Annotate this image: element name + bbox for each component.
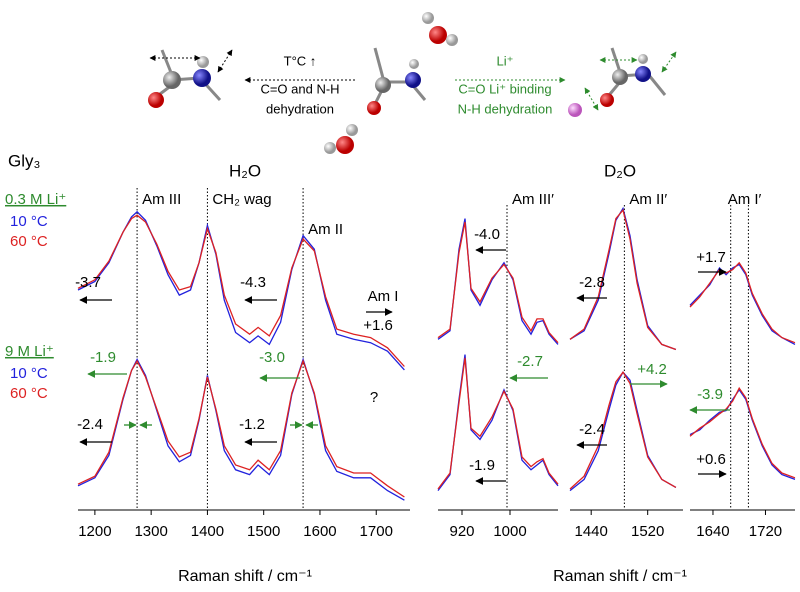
x-tick-label: 1640 xyxy=(696,523,729,540)
legend-group: 0.3 M Li⁺ xyxy=(5,191,66,208)
scheme-label: T°C ↑ xyxy=(284,53,317,68)
annotation: -1.2 xyxy=(239,416,265,433)
x-tick-label: 1500 xyxy=(247,523,280,540)
scheme-label: C=O and N-H xyxy=(260,81,339,96)
panel-title: D₂O xyxy=(604,161,636,180)
annotation: -3.7 xyxy=(75,274,101,291)
annotation: -1.9 xyxy=(90,349,116,366)
scheme-label: Li⁺ xyxy=(497,53,514,68)
x-tick-label: 1700 xyxy=(360,523,393,540)
x-tick-label: 920 xyxy=(449,523,474,540)
spectrum xyxy=(77,214,405,367)
spectrum xyxy=(437,357,559,490)
legend-entry: 60 °C xyxy=(10,233,48,250)
legend-entry: 10 °C xyxy=(10,365,48,382)
x-tick-label: 1400 xyxy=(191,523,224,540)
annotation: +1.7 xyxy=(696,249,726,266)
annotation: -2.4 xyxy=(77,416,103,433)
legend-group: 9 M Li⁺ xyxy=(5,343,54,360)
x-tick-label: 1520 xyxy=(631,523,664,540)
spectrum xyxy=(689,386,796,479)
molecule xyxy=(324,12,458,154)
annotation: -4.0 xyxy=(474,226,500,243)
annotation: -4.3 xyxy=(240,274,266,291)
x-tick-label: 1600 xyxy=(303,523,336,540)
peak-label: CH₂ wag xyxy=(212,191,271,208)
annotation: ? xyxy=(370,389,378,406)
spectrum xyxy=(689,388,796,481)
x-tick-label: 1300 xyxy=(134,523,167,540)
annotation: -2.8 xyxy=(579,274,605,291)
peak-label: Am II xyxy=(308,221,343,238)
annotation: +0.6 xyxy=(696,451,726,468)
scheme-label: N-H dehydration xyxy=(458,101,553,116)
figure-title: Gly₃ xyxy=(8,151,40,170)
x-axis-label: Raman shift / cm⁻¹ xyxy=(178,568,312,585)
x-tick-label: 1440 xyxy=(575,523,608,540)
annotation: -3.0 xyxy=(259,349,285,366)
annotation: -2.4 xyxy=(579,421,605,438)
spectrum xyxy=(569,208,677,351)
legend-entry: 60 °C xyxy=(10,385,48,402)
annotation: -1.9 xyxy=(469,457,495,474)
peak-label: Am II′ xyxy=(629,191,667,208)
x-tick-label: 1000 xyxy=(493,523,526,540)
scheme-label: dehydration xyxy=(266,101,334,116)
annotation: -2.7 xyxy=(517,353,543,370)
molecule xyxy=(148,49,233,108)
spectrum xyxy=(77,359,405,498)
spectrum xyxy=(689,261,796,344)
panel-title: H₂O xyxy=(229,161,261,180)
annotation: -3.9 xyxy=(697,386,723,403)
x-axis-label: Raman shift / cm⁻¹ xyxy=(553,568,687,585)
annotation: +4.2 xyxy=(637,361,667,378)
spectrum xyxy=(689,263,796,345)
spectrum xyxy=(437,221,559,344)
molecule xyxy=(568,47,677,117)
x-tick-label: 1720 xyxy=(749,523,782,540)
peak-label: Am III xyxy=(142,191,181,208)
peak-label: Am I′ xyxy=(728,191,762,208)
scheme-label: C=O Li⁺ binding xyxy=(458,81,551,96)
annotation: +1.6 xyxy=(363,317,393,334)
peak-label: Am III′ xyxy=(512,191,554,208)
spectrum xyxy=(77,210,405,371)
x-tick-label: 1200 xyxy=(78,523,111,540)
legend-entry: 10 °C xyxy=(10,213,48,230)
spectrum xyxy=(569,371,677,490)
spectrum xyxy=(569,206,677,351)
annotation: Am I xyxy=(368,288,399,305)
spectrum xyxy=(437,218,559,345)
scheme xyxy=(148,12,677,154)
